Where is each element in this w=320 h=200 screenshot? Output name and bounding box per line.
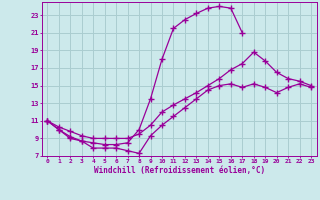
X-axis label: Windchill (Refroidissement éolien,°C): Windchill (Refroidissement éolien,°C) [94,166,265,175]
